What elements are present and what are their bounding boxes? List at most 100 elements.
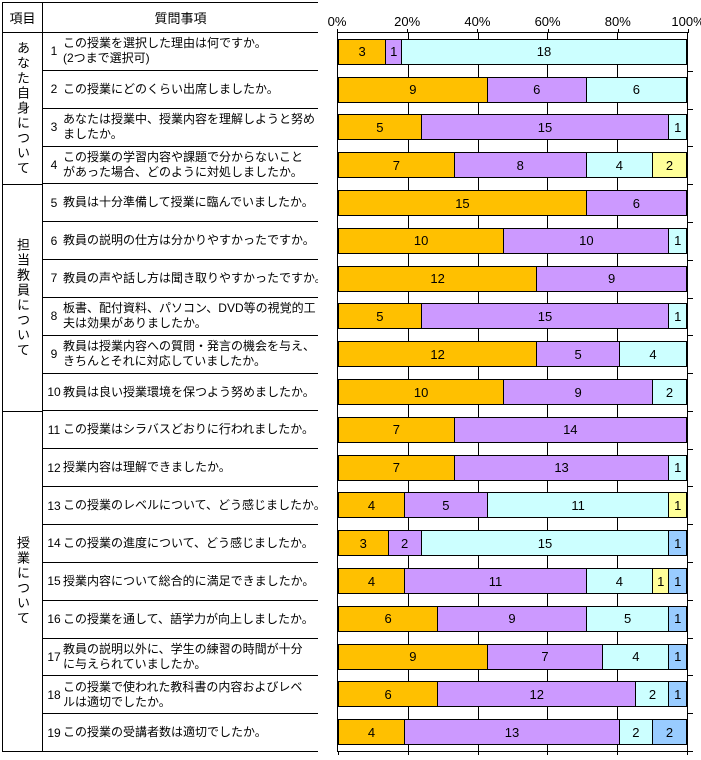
- category-tick-mark: [687, 70, 693, 72]
- question-row: 9 教員は授業内容への質問・発言の機会を与え、 きちんとそれに対応していましたか。: [43, 336, 318, 374]
- segment-value-label: 12: [529, 686, 545, 702]
- segment-value-label: 9: [508, 611, 516, 627]
- question-text: この授業を通して、語学力が向上しましたか。: [63, 612, 318, 627]
- question-row: 17 教員の説明以外に、学生の練習の時間が十分 に与えられていましたか。: [43, 639, 318, 677]
- segment-value-label: 14: [563, 422, 578, 438]
- question-text-line: この授業で使われた教科書の内容およびレベ: [63, 679, 303, 694]
- segment-value-label: 7: [392, 422, 400, 438]
- bar-segment: 11: [487, 493, 670, 518]
- segment-value-label: 15: [537, 119, 553, 135]
- bar-segment: 2: [619, 720, 653, 745]
- category-group-label: 授業について: [15, 536, 30, 627]
- segment-value-label: 11: [488, 573, 503, 589]
- bar-segment: 1: [669, 115, 686, 140]
- axis-tick-mark: [337, 29, 338, 33]
- chart-band: 15 6: [338, 184, 687, 222]
- question-number: 4: [50, 157, 58, 172]
- segment-value-label: 10: [413, 233, 429, 249]
- segment-value-label: 2: [632, 724, 640, 740]
- category-column: 項目 あなた自身について 担当教員について 授業について: [3, 3, 43, 751]
- question-text-line: 教員は授業内容への質問・発言の機会を与え、: [63, 339, 316, 354]
- segment-value-label: 6: [384, 611, 392, 627]
- stacked-bar: 7 14: [338, 416, 687, 443]
- axis-tick-label: 80%: [604, 14, 631, 29]
- bar-segment: 10: [504, 228, 670, 253]
- chart-band: 4 13 2 2: [338, 713, 687, 751]
- stacked-bar: 4 5 11 1: [338, 492, 687, 519]
- segment-value-label: 3: [359, 535, 367, 551]
- chart-band: 10 10 1: [338, 222, 687, 260]
- bar-segment: 4: [586, 569, 653, 594]
- category-tick-mark: [687, 259, 693, 261]
- question-text: 教員は授業内容への質問・発言の機会を与え、 きちんとそれに対応していましたか。: [63, 339, 318, 369]
- axis-tick-label: 40%: [464, 14, 491, 29]
- bar-segment: 15: [421, 115, 670, 140]
- chart-band: 10 9 2: [338, 373, 687, 411]
- stacked-bar: 4 13 2 2: [338, 719, 687, 746]
- category-tick-mark: [687, 751, 693, 752]
- category-tick-mark: [687, 637, 693, 639]
- bar-segment: 11: [405, 569, 587, 594]
- axis-tick-mark: [617, 29, 619, 33]
- category-group-label: 担当教員について: [15, 237, 30, 358]
- stacked-bar: 12 5 4: [338, 341, 687, 368]
- question-number: 11: [47, 422, 61, 437]
- bar-segment: 5: [405, 493, 488, 518]
- bar-segment: 7: [487, 644, 604, 669]
- segment-value-label: 9: [409, 82, 417, 98]
- segment-value-label: 6: [533, 82, 541, 98]
- question-number: 8: [50, 309, 58, 324]
- axis-bottom-tick-mark: [617, 751, 619, 755]
- segment-value-label: 2: [648, 686, 657, 702]
- question-row: 1 この授業を選択した理由は何ですか。 (2つまで選択可): [43, 33, 318, 71]
- question-text: この授業の受講者数は適切でしたか。: [63, 725, 318, 740]
- chart-band: 12 5 4: [338, 335, 687, 373]
- segment-value-label: 5: [624, 611, 632, 627]
- items-groups: あなた自身について 担当教員について 授業について: [3, 33, 42, 751]
- category-tick-mark: [687, 146, 693, 148]
- question-number: 7: [50, 271, 58, 286]
- question-row: 18 この授業で使われた教科書の内容およびレベ ルは適切でしたか。: [43, 676, 318, 715]
- segment-value-label: 4: [632, 649, 640, 665]
- question-text-line: この授業の受講者数は適切でしたか。: [63, 725, 267, 740]
- question-text: この授業の進度について、どう感じましたか。: [63, 536, 318, 551]
- category-tick-mark: [687, 221, 693, 223]
- bar-segment: 14: [454, 417, 686, 442]
- stacked-bar: 12 9: [338, 265, 687, 292]
- chart-band: 6 12 2 1: [338, 676, 687, 714]
- question-text-line: に与えられていましたか。: [63, 656, 207, 671]
- question-number: 17: [47, 649, 61, 664]
- segment-value-label: 2: [665, 724, 674, 740]
- bar-segment: 4: [603, 644, 670, 669]
- category-tick-mark: [687, 184, 693, 186]
- question-text: あなたは授業中、授業内容を理解しようと努め ましたか。: [63, 112, 318, 142]
- segment-value-label: 1: [674, 119, 682, 135]
- question-text: 教員は良い授業環境を保つよう努めましたか。: [63, 385, 318, 400]
- category-group-cell: 授業について: [3, 412, 42, 751]
- question-row: 5 教員は十分準備して授業に臨んでいましたか。: [43, 184, 318, 223]
- stacked-bar: 5 15 1: [338, 303, 687, 330]
- segment-value-label: 1: [657, 573, 665, 589]
- question-row: 12 授業内容は理解できましたか。: [43, 449, 318, 488]
- segment-value-label: 1: [674, 573, 682, 589]
- question-row: 3 あなたは授業中、授業内容を理解しようと努め ましたか。: [43, 109, 318, 147]
- question-text: この授業の学習内容や課題で分からないこと があった場合、どのように対処しましたか。: [63, 150, 318, 180]
- question-row: 8 板書、配付資料、パソコン、DVD等の視覚的工 夫は効果がありましたか。: [43, 298, 318, 336]
- segment-value-label: 12: [430, 346, 445, 362]
- bar-segment: 5: [339, 115, 422, 140]
- bar-segment: 12: [339, 342, 538, 367]
- question-text-line: があった場合、どのように対処しましたか。: [63, 164, 303, 179]
- question-number: 13: [47, 498, 61, 513]
- stacked-bar: 4 11 4 1 1: [338, 568, 687, 595]
- segment-value-label: 5: [376, 308, 384, 324]
- bar-segment: 12: [339, 266, 538, 291]
- chart-band: 6 9 5 1: [338, 600, 687, 638]
- category-tick-mark: [687, 373, 693, 375]
- bar-segment: 1: [669, 606, 686, 631]
- question-number: 15: [47, 574, 61, 589]
- question-text-line: 授業内容は理解できましたか。: [63, 460, 231, 475]
- value-axis: 0% 20% 40% 60% 80% 100%: [328, 2, 701, 33]
- bar-segment: 10: [339, 380, 505, 405]
- segment-value-label: 4: [615, 573, 623, 589]
- questions-column: 質問事項 1 この授業を選択した理由は何ですか。 (2つまで選択可) 2 この授業…: [43, 3, 318, 751]
